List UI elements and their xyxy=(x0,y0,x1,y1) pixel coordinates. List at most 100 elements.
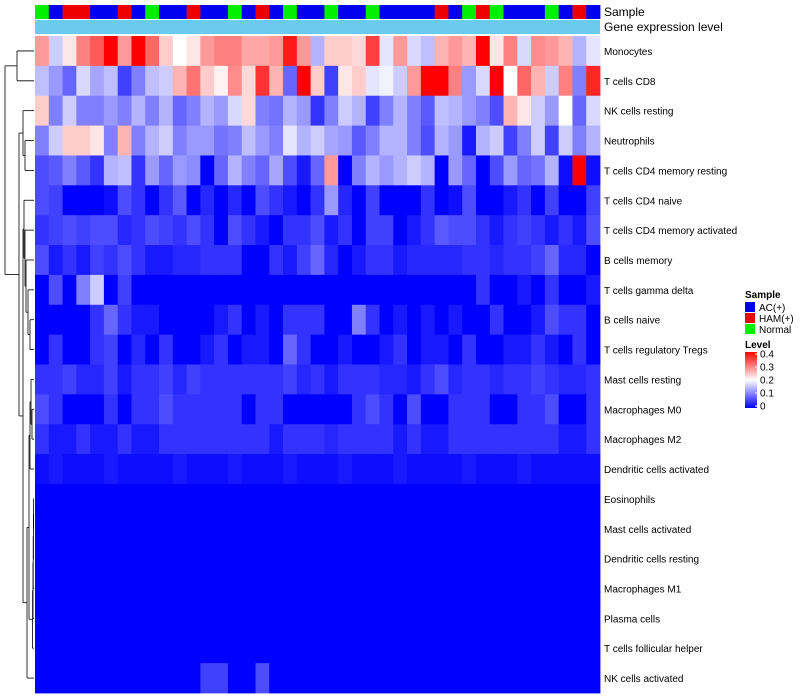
heatmap-cell xyxy=(145,663,160,694)
heatmap-cell xyxy=(35,663,50,694)
heatmap-cell xyxy=(379,95,394,126)
heatmap-cell xyxy=(103,274,119,306)
heatmap-cell xyxy=(379,394,394,425)
heatmap-cell xyxy=(200,573,215,604)
sample-annotation-cell xyxy=(351,5,367,19)
heatmap-cell xyxy=(517,424,532,455)
heatmap-cell xyxy=(365,65,380,97)
heatmap-cell xyxy=(434,36,449,67)
heatmap-cell xyxy=(351,364,367,395)
heatmap-cell xyxy=(558,543,573,574)
heatmap-cell xyxy=(420,603,436,634)
heatmap-cell xyxy=(324,364,339,395)
legend-swatch xyxy=(745,302,755,312)
heatmap-cell xyxy=(517,245,532,276)
heatmap-cell xyxy=(531,663,546,694)
heatmap-cell xyxy=(517,454,532,485)
heatmap-cell xyxy=(241,274,256,306)
heatmap-cell xyxy=(572,543,587,574)
legend-label: Normal xyxy=(759,325,791,336)
heatmap-cell xyxy=(531,95,546,126)
heatmap-cell xyxy=(503,185,518,216)
heatmap-cell xyxy=(296,185,312,216)
heatmap-cell xyxy=(117,483,132,515)
heatmap-cell xyxy=(503,65,518,97)
heatmap-cell xyxy=(379,65,394,97)
heatmap-cell xyxy=(379,274,394,306)
heatmap-cell xyxy=(544,663,560,694)
heatmap-cell xyxy=(572,633,587,664)
heatmap-cell xyxy=(531,185,546,216)
heatmap-cell xyxy=(241,513,256,545)
heatmap-cell xyxy=(586,95,601,126)
heatmap-cell xyxy=(324,483,339,515)
heatmap-cell xyxy=(420,483,436,515)
heatmap-cell xyxy=(283,334,298,365)
sample-annotation-cell xyxy=(379,5,394,19)
heatmap-cell xyxy=(544,394,560,425)
heatmap-cell xyxy=(420,36,436,67)
heatmap-cell xyxy=(572,245,587,276)
heatmap-cell xyxy=(558,513,573,545)
heatmap-cell xyxy=(90,573,105,604)
heatmap-cell xyxy=(227,185,243,216)
row-label: T cells regulatory Tregs xyxy=(604,346,708,357)
sample-annotation-cell xyxy=(434,5,449,19)
heatmap-cell xyxy=(558,424,573,455)
heatmap-cell xyxy=(172,36,187,67)
heatmap-cell xyxy=(310,245,325,276)
heatmap-cell xyxy=(434,334,449,365)
heatmap-cell xyxy=(283,573,298,604)
heatmap-cell xyxy=(200,454,215,485)
heatmap-cell xyxy=(462,65,477,97)
sample-annotation-label: Sample xyxy=(604,5,645,19)
heatmap-cell xyxy=(35,155,50,186)
heatmap-cell xyxy=(544,215,560,246)
sample-annotation-cell xyxy=(214,5,229,19)
heatmap-cell xyxy=(558,454,573,485)
heatmap-cell xyxy=(489,364,504,395)
sample-annotation-cell xyxy=(558,5,573,19)
sample-annotation-cell xyxy=(531,5,546,19)
heatmap-cell xyxy=(159,483,174,515)
heatmap-cell xyxy=(407,155,422,186)
heatmap-cell xyxy=(186,304,201,336)
heatmap-cell xyxy=(145,245,160,276)
heatmap-cell xyxy=(117,36,132,67)
heatmap-cell xyxy=(379,573,394,604)
heatmap-cell xyxy=(379,454,394,485)
heatmap-cell xyxy=(283,663,298,694)
heatmap-cell xyxy=(379,663,394,694)
heatmap-cell xyxy=(241,245,256,276)
heatmap-cell xyxy=(310,454,325,485)
heatmap-cell xyxy=(296,513,312,545)
heatmap-cell xyxy=(269,125,284,156)
heatmap-cell xyxy=(90,334,105,365)
heatmap-cell xyxy=(214,483,229,515)
heatmap-cell xyxy=(172,185,187,216)
heatmap-cell xyxy=(145,454,160,485)
heatmap-cell xyxy=(324,334,339,365)
heatmap-cell xyxy=(296,364,312,395)
heatmap-cell xyxy=(544,513,560,545)
heatmap-cell xyxy=(35,185,50,216)
sample-annotation-cell xyxy=(283,5,298,19)
heatmap-cell xyxy=(462,245,477,276)
heatmap-cell xyxy=(214,274,229,306)
heatmap-cell xyxy=(186,155,201,186)
heatmap-cell xyxy=(517,513,532,545)
heatmap-cell xyxy=(351,454,367,485)
heatmap-cell xyxy=(531,603,546,634)
heatmap-cell xyxy=(283,454,298,485)
heatmap-cell xyxy=(76,334,91,365)
heatmap-cell xyxy=(62,125,77,156)
heatmap-cell xyxy=(365,334,380,365)
heatmap-cell xyxy=(117,603,132,634)
heatmap-cell xyxy=(269,454,284,485)
heatmap-cell xyxy=(365,215,380,246)
heatmap-cell xyxy=(310,633,325,664)
heatmap-cell xyxy=(269,274,284,306)
heatmap-cell xyxy=(531,424,546,455)
heatmap-cell xyxy=(62,573,77,604)
heatmap-cell xyxy=(407,304,422,336)
